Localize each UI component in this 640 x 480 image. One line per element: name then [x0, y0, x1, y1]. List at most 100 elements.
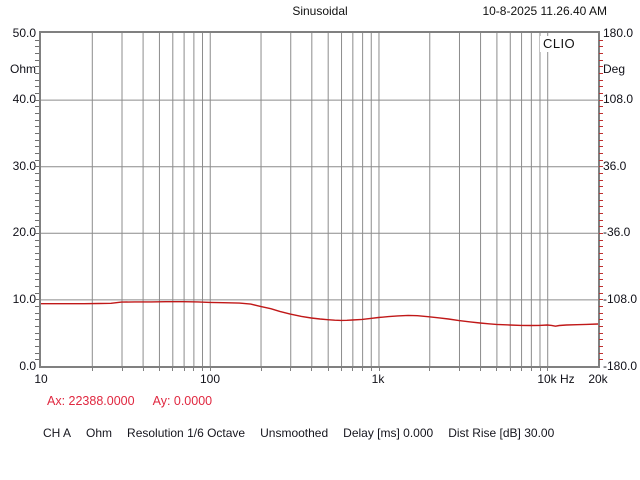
y-left-minor-tick [35, 192, 39, 194]
y-left-minor-tick [35, 252, 39, 254]
x-grid-stub [480, 366, 482, 371]
y-right-minor-tick [599, 186, 603, 188]
y-left-tick-label: 50.0 [12, 26, 36, 40]
x-grid-stub [429, 366, 431, 371]
y-left-minor-tick [35, 39, 39, 41]
y-right-minor-tick [599, 339, 603, 341]
x-tick-label: 100 [199, 372, 221, 386]
x-tick-label: 1k [371, 372, 385, 386]
y-right-minor-tick [599, 352, 603, 354]
y-right-minor-tick [599, 266, 603, 268]
y-right-minor-tick [599, 359, 603, 361]
y-left-minor-tick [35, 326, 39, 327]
y-left-minor-tick [35, 219, 39, 221]
y-right-minor-tick [599, 279, 603, 281]
y-right-minor-tick [599, 126, 603, 128]
x-grid-stub [327, 366, 329, 371]
y-left-minor-tick [35, 106, 39, 108]
x-grid-stub [521, 366, 523, 371]
y-right-minor-tick [599, 286, 603, 288]
y-right-minor-tick [599, 232, 603, 234]
y-left-minor-tick [35, 139, 39, 141]
y-right-tick-label: 108.0 [603, 92, 634, 106]
y-right-minor-tick [599, 192, 603, 194]
y-right-minor-tick [599, 86, 603, 88]
x-grid-stub [142, 366, 144, 371]
y-left-minor-tick [35, 79, 39, 81]
x-grid-stub [311, 366, 313, 371]
x-grid-stub [121, 366, 123, 371]
x-grid-stub [341, 366, 342, 371]
y-left-minor-tick [35, 119, 39, 121]
y-right-tick-label: 180.0 [603, 26, 634, 40]
y-left-minor-tick [35, 272, 39, 274]
y-left-minor-tick [35, 332, 39, 334]
y-right-minor-tick [599, 53, 603, 54]
y-left-minor-tick [35, 312, 39, 314]
y-right-minor-tick [599, 199, 603, 201]
y-left-minor-tick [35, 299, 39, 301]
y-left-minor-tick [35, 126, 39, 128]
y-right-minor-tick [599, 346, 603, 347]
y-right-minor-tick [599, 73, 603, 74]
x-tick-label: 10 [34, 372, 48, 386]
y-right-minor-tick [599, 66, 603, 68]
y-right-minor-tick [599, 226, 603, 228]
y-left-minor-tick [35, 259, 39, 261]
y-right-minor-tick [599, 246, 603, 248]
y-right-minor-tick [599, 219, 603, 221]
y-left-minor-tick [35, 66, 39, 68]
y-right-minor-tick [599, 292, 603, 294]
y-left-minor-tick [35, 86, 39, 88]
y-right-minor-tick [599, 79, 603, 81]
status-item: Delay [ms] 0.000 [343, 426, 434, 440]
y-right-minor-tick [599, 272, 603, 274]
y-right-minor-tick [599, 179, 603, 181]
y-right-minor-tick [599, 152, 603, 154]
x-grid-stub [378, 366, 380, 371]
plot-area[interactable]: CLIO [35, 31, 603, 371]
y-right-minor-tick [599, 326, 603, 327]
status-item: Unsmoothed [260, 426, 329, 440]
y-left-minor-tick [35, 266, 39, 268]
y-left-minor-tick [35, 152, 39, 154]
y-left-minor-tick [35, 246, 39, 248]
y-left-tick-label: 40.0 [12, 92, 36, 106]
y-right-minor-tick [599, 106, 603, 108]
y-left-tick-label: 0.0 [19, 359, 36, 373]
x-tick-label: 10k [537, 372, 557, 386]
x-tick-label: 20k [588, 372, 608, 386]
y-left-minor-tick [35, 179, 39, 181]
y-left-tick-label: 10.0 [12, 292, 36, 306]
y-right-minor-tick [599, 92, 603, 94]
x-grid-stub [183, 366, 185, 371]
y-left-minor-tick [35, 292, 39, 294]
y-right-tick-label: -108.0 [603, 292, 638, 306]
y-right-minor-tick [599, 166, 603, 168]
y-left-tick-label: 20.0 [12, 225, 36, 239]
x-grid-stub [209, 366, 211, 371]
y-right-minor-tick [599, 119, 603, 121]
cursor-readout: Ax: 22388.0000 Ay: 0.0000 [47, 394, 212, 408]
y-right-minor-tick [599, 99, 603, 101]
y-right-tick-label: 36.0 [603, 159, 627, 173]
y-right-minor-tick [599, 239, 603, 241]
y-right-tick-label: -180.0 [603, 359, 638, 373]
y-left-minor-tick [35, 112, 39, 114]
x-grid-stub [547, 366, 549, 371]
x-grid-stub [539, 366, 541, 371]
x-grid-stub [370, 366, 372, 371]
y-right-tick-label: -36.0 [603, 225, 631, 239]
x-grid-stub [172, 366, 174, 371]
y-right-minor-tick [599, 306, 603, 308]
y-left-tick-label: 30.0 [12, 159, 36, 173]
y-left-minor-tick [35, 239, 39, 241]
x-grid-stub [193, 366, 195, 371]
y-left-minor-tick [35, 286, 39, 288]
x-grid-stub [91, 366, 93, 371]
measurement-title: Sinusoidal [292, 4, 348, 18]
status-item: Ohm [86, 426, 113, 440]
y-right-minor-tick [599, 132, 603, 134]
y-left-minor-tick [35, 99, 39, 101]
